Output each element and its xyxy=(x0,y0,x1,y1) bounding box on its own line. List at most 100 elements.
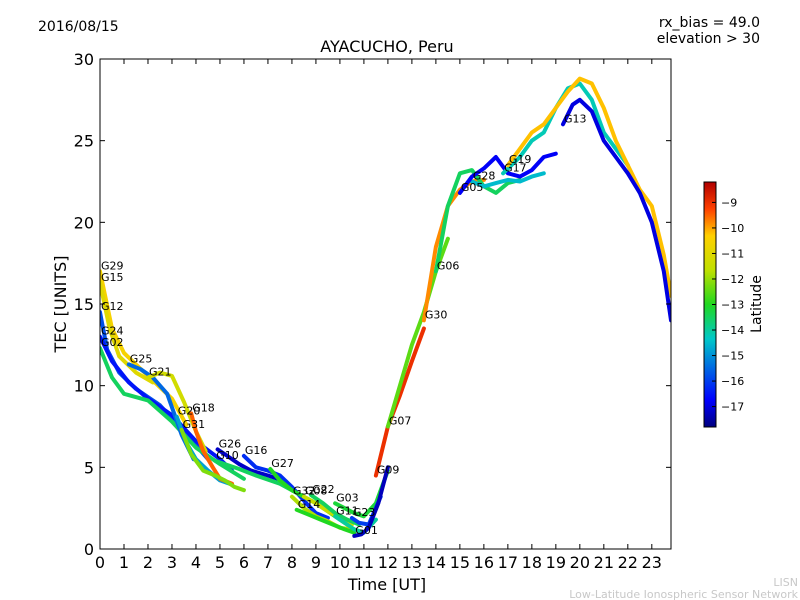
colorbar-ticks: −9 −10 −11 −12 −13 −14 −15 −16 −17 xyxy=(712,196,744,414)
series-line-g16 xyxy=(241,453,330,520)
series-line-g22 xyxy=(309,493,362,527)
series-label-g15: G15 xyxy=(101,271,124,284)
x-tick-label: 18 xyxy=(522,553,542,572)
series-line-g13 xyxy=(561,97,671,323)
series-label-g25: G25 xyxy=(130,352,153,365)
y-tick-label: 0 xyxy=(84,540,94,559)
series-label-g05: G05 xyxy=(461,181,484,194)
series-label-g13: G13 xyxy=(564,112,587,125)
elevation-label: elevation > 30 xyxy=(657,31,760,47)
x-tick-label: 13 xyxy=(402,553,422,572)
x-tick-label: 19 xyxy=(546,553,566,572)
colorbar-label: Latitude xyxy=(749,275,765,333)
series-label-g16: G16 xyxy=(245,444,268,457)
x-tick-label: 9 xyxy=(311,553,321,572)
colorbar-tick-label: −9 xyxy=(721,196,737,209)
x-tick-label: 21 xyxy=(594,553,614,572)
colorbar-tick-label: −13 xyxy=(721,299,744,312)
x-tick-label: 8 xyxy=(287,553,297,572)
credit-lisn: LISN xyxy=(773,576,798,589)
y-tick-label: 30 xyxy=(74,50,94,69)
x-tick-label: 6 xyxy=(239,553,249,572)
series-label-g23: G23 xyxy=(353,506,376,519)
colorbar-tick-label: −10 xyxy=(721,222,744,235)
series-layer xyxy=(100,76,671,538)
x-tick-label: 22 xyxy=(618,553,638,572)
series-line-g17 xyxy=(501,81,630,176)
x-tick-label: 10 xyxy=(330,553,350,572)
series-label-g28: G28 xyxy=(473,170,496,183)
series-label-g17: G17 xyxy=(504,161,527,174)
colorbar-tick-label: −12 xyxy=(721,273,744,286)
series-line-g15 xyxy=(100,280,155,385)
series-label-g02: G02 xyxy=(101,336,124,349)
colorbar-tick-label: −15 xyxy=(721,350,744,363)
x-tick-label: 14 xyxy=(426,553,446,572)
y-tick-label: 15 xyxy=(74,295,94,314)
x-tick-label: 16 xyxy=(474,553,494,572)
colorbar-tick-label: −11 xyxy=(721,247,744,260)
series-label-g22: G22 xyxy=(312,483,335,496)
series-label-g07: G07 xyxy=(389,415,412,428)
series-line-g30 xyxy=(421,177,486,323)
x-axis-label: Time [UT] xyxy=(347,575,426,594)
series-label-g12: G12 xyxy=(101,300,124,313)
series-label-g03: G03 xyxy=(336,491,359,504)
series-label-g19: G19 xyxy=(509,153,532,166)
series-label-g08: G08 xyxy=(305,485,328,498)
series-label-g01: G01 xyxy=(355,524,378,537)
series-line-g26 xyxy=(215,447,285,483)
series-line-g24 xyxy=(100,334,234,473)
y-tick-label: 25 xyxy=(74,132,94,151)
chart-title: AYACUCHO, Peru xyxy=(320,37,453,56)
series-label-g29: G29 xyxy=(101,259,124,272)
x-tick-label: 4 xyxy=(191,553,201,572)
series-line-g01 xyxy=(352,465,390,538)
series-line-g09 xyxy=(373,326,426,478)
rx-bias-label: rx_bias = 49.0 xyxy=(659,15,760,31)
series-label-g27: G27 xyxy=(271,457,294,470)
x-tick-label: 20 xyxy=(570,553,590,572)
y-axis: 0 5 10 15 20 25 30 xyxy=(74,50,671,559)
series-label-g31: G31 xyxy=(183,418,206,431)
series-label-g18: G18 xyxy=(192,401,215,414)
x-tick-label: 2 xyxy=(143,553,153,572)
credit-network: Low-Latitude Ionospheric Sensor Network xyxy=(569,588,798,600)
date-label: 2016/08/15 xyxy=(38,19,119,35)
series-label-g06: G06 xyxy=(437,259,460,272)
series-line-g31 xyxy=(179,427,246,493)
series-line-g19 xyxy=(505,76,671,298)
x-axis: 0 1 2 3 4 5 6 7 8 9 10 11 12 13 14 15 16 17 18 19 20 21 22 23 xyxy=(95,59,662,572)
series-label-g21: G21 xyxy=(149,366,172,379)
x-tick-label: 5 xyxy=(215,553,225,572)
x-tick-label: 1 xyxy=(119,553,129,572)
series-label-g20: G20 xyxy=(178,405,201,418)
series-label-g24: G24 xyxy=(101,325,124,338)
series-line-g14 xyxy=(294,507,357,535)
series-label-g10: G10 xyxy=(216,449,239,462)
x-tick-label: 17 xyxy=(498,553,518,572)
series-line-g06 xyxy=(433,168,522,274)
colorbar-tick-label: −17 xyxy=(721,401,744,414)
x-tick-label: 11 xyxy=(354,553,374,572)
y-tick-label: 20 xyxy=(74,213,94,232)
x-tick-label: 15 xyxy=(450,553,470,572)
x-tick-label: 23 xyxy=(642,553,662,572)
x-tick-label: 0 xyxy=(95,553,105,572)
series-label-g11: G11 xyxy=(336,504,359,517)
series-line-g05 xyxy=(457,151,558,195)
series-label-g26: G26 xyxy=(219,437,242,450)
series-line-g28 xyxy=(469,171,546,189)
series-line-g29 xyxy=(100,269,189,427)
series-label-g32: G32 xyxy=(293,485,316,498)
colorbar-tick-label: −16 xyxy=(721,375,744,388)
series-label-g14: G14 xyxy=(298,498,321,511)
series-label-g30: G30 xyxy=(425,308,448,321)
y-tick-label: 5 xyxy=(84,458,94,477)
x-tick-label: 12 xyxy=(378,553,398,572)
x-tick-label: 3 xyxy=(167,553,177,572)
y-axis-label: TEC [UNITS] xyxy=(51,256,70,354)
series-label-g09: G09 xyxy=(377,464,400,477)
